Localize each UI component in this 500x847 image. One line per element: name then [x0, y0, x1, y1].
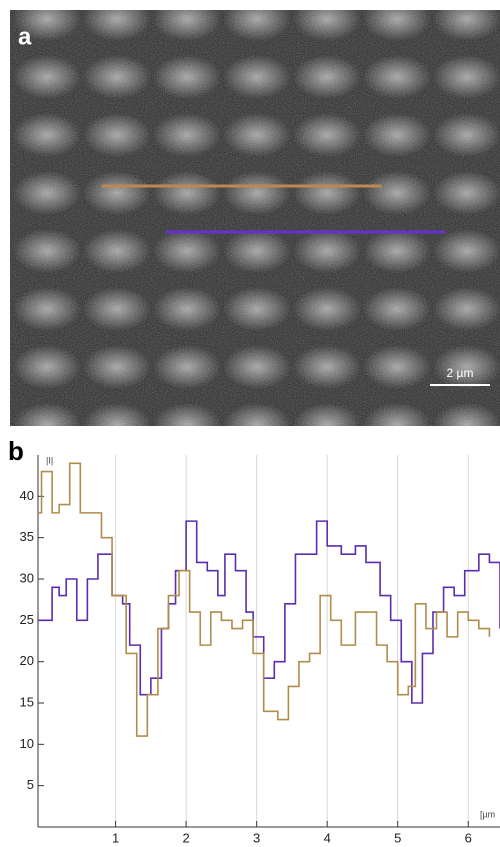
y-tick-label: 35	[20, 529, 34, 544]
data-line	[38, 462, 491, 737]
scale-bar-label: 2 µm	[447, 366, 474, 380]
y-tick-label: 5	[27, 777, 34, 792]
x-tick-label: 1	[112, 830, 119, 845]
micrograph: 2 µm a	[10, 10, 500, 426]
x-tick-label: 6	[465, 830, 472, 845]
y-tick-label: 10	[20, 736, 34, 751]
y-axis-label: |I|	[46, 455, 53, 465]
y-tick-label: 20	[20, 653, 34, 668]
x-tick-label: 3	[253, 830, 260, 845]
y-tick-label: 25	[20, 612, 34, 627]
x-tick-label: 4	[324, 830, 331, 845]
x-axis-label: [µm	[480, 809, 495, 819]
panel-label: a	[18, 23, 32, 50]
x-tick-label: 5	[394, 830, 401, 845]
y-tick-label: 15	[20, 694, 34, 709]
data-line	[38, 520, 500, 704]
y-tick-label: 30	[20, 570, 34, 585]
x-tick-label: 2	[183, 830, 190, 845]
panel-label: b	[8, 436, 24, 466]
y-tick-label: 40	[20, 488, 34, 503]
